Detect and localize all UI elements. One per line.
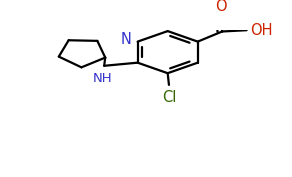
Text: Cl: Cl [162, 90, 176, 105]
Text: O: O [215, 0, 227, 14]
Text: NH: NH [93, 72, 113, 85]
Text: OH: OH [250, 23, 272, 38]
Text: N: N [121, 32, 132, 47]
